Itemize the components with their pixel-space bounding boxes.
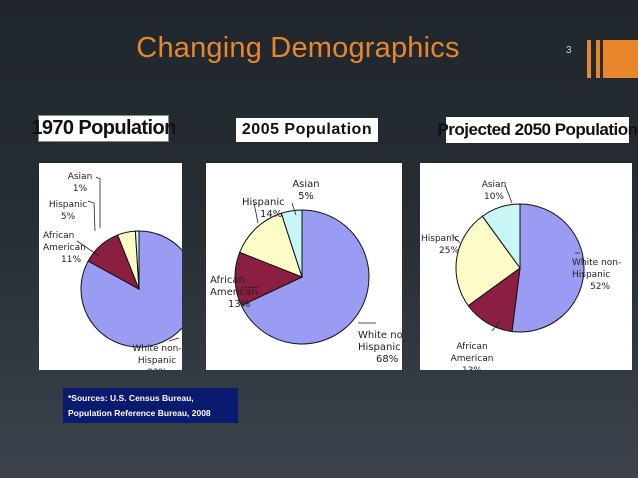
chart-title-1970: 1970 Population: [31, 115, 176, 142]
accent-bar-thin: [587, 40, 591, 78]
leader-line: [504, 184, 513, 204]
leader-line: [253, 202, 259, 224]
pie-slice-asian: [481, 203, 521, 270]
slice-name-label: White non-: [132, 344, 181, 354]
leader-line: [491, 320, 501, 332]
slice-name-label: Asian: [68, 172, 93, 182]
slice-name-label: African: [43, 231, 74, 241]
slice-name-label: Hispanic: [572, 270, 610, 280]
slice-value-label: 5%: [61, 212, 76, 222]
slide-number: 3: [566, 45, 572, 56]
slice-value-label: 68%: [376, 354, 398, 365]
slice-name-label: African: [210, 275, 245, 286]
slice-name-label: American: [451, 354, 494, 364]
slice-value-label: 14%: [260, 209, 282, 220]
slice-label-african-american: African American 11%: [43, 231, 100, 265]
leader-line: [76, 240, 100, 257]
leader-line: [240, 286, 260, 289]
pie-slice-asian: [134, 230, 140, 290]
slice-name-label: Hispanic: [49, 200, 87, 210]
pie-slice-african-american: [234, 251, 304, 307]
slice-value-label: 13%: [228, 299, 250, 310]
pie-slice-white-non-hispanic: [240, 209, 370, 345]
accent-bar-thick: [596, 40, 638, 78]
slice-name-label: Hispanic: [421, 234, 459, 244]
leader-line: [87, 200, 96, 232]
sources-line-2: Population Reference Bureau, 2008: [68, 408, 211, 418]
slice-name-label: Hispanic: [242, 197, 285, 208]
pie-chart-1970-panel: White non- Hispanic 83% African American 11% H…: [39, 163, 182, 370]
slice-label-white-non-hispanic: White non- Hispanic 83%: [132, 337, 182, 370]
slice-name-label: White non-: [358, 330, 402, 341]
slice-name-label: American: [210, 287, 258, 298]
slice-name-label: Asian: [292, 179, 319, 190]
chart-title-2005: 2005 Population: [236, 118, 378, 142]
slice-label-hispanic: Hispanic 25%: [421, 234, 461, 256]
pie-chart-2050-panel: White non- Hispanic 52% African American 13% H…: [420, 163, 632, 370]
slice-value-label: 11%: [61, 255, 81, 265]
slice-value-label: 10%: [484, 192, 504, 202]
slice-label-asian: Asian 10%: [482, 180, 513, 204]
pie-chart-2050: White non- Hispanic 52% African American 13% H…: [421, 180, 621, 370]
slice-name-label: Hispanic: [358, 342, 401, 353]
pie-slice-asian: [280, 209, 303, 278]
sources-box: *Sources: U.S. Census Bureau, Population…: [63, 388, 238, 423]
slice-name-label: African: [456, 342, 487, 352]
pie-slice-white-non-hispanic: [511, 203, 585, 333]
pie-slice-hispanic: [455, 215, 521, 307]
slice-value-label: 5%: [298, 191, 314, 202]
slice-name-label: White non-: [572, 258, 621, 268]
slice-value-label: 1%: [73, 184, 88, 194]
pie-chart-2005: White non-Hispanic68%AfricanAmerican13%H…: [210, 179, 402, 365]
leader-line: [291, 202, 297, 216]
slice-name-label: Asian: [482, 180, 507, 190]
leader-line: [168, 337, 180, 342]
slice-label-white-non-hispanic: White non- Hispanic 52%: [572, 252, 621, 292]
pie-slice-white-non-hispanic: [80, 230, 182, 348]
chart-title-2050: Projected 2050 Population: [437, 117, 638, 143]
slide-title: Changing Demographics: [136, 32, 460, 64]
slice-value-label: 13%: [462, 366, 482, 370]
leader-line: [95, 176, 101, 228]
slice-value-label: 25%: [439, 246, 459, 256]
slice-name-label: Hispanic: [138, 356, 176, 366]
slice-label-asian: Asian 1%: [68, 172, 101, 228]
slice-label-hispanic: Hispanic 5%: [49, 200, 96, 232]
sources-line-1: *Sources: U.S. Census Bureau,: [68, 393, 194, 403]
slice-label-african-american: African American 13%: [451, 320, 501, 370]
pie-chart-1970: White non- Hispanic 83% African American 11% H…: [43, 172, 182, 370]
pie-chart-2005-panel: White non-Hispanic68%AfricanAmerican13%H…: [206, 163, 402, 370]
slice-value-label: 83%: [147, 368, 167, 370]
slice-value-label: 52%: [590, 282, 610, 292]
leader-line: [451, 234, 461, 244]
slice-name-label: American: [43, 243, 86, 253]
